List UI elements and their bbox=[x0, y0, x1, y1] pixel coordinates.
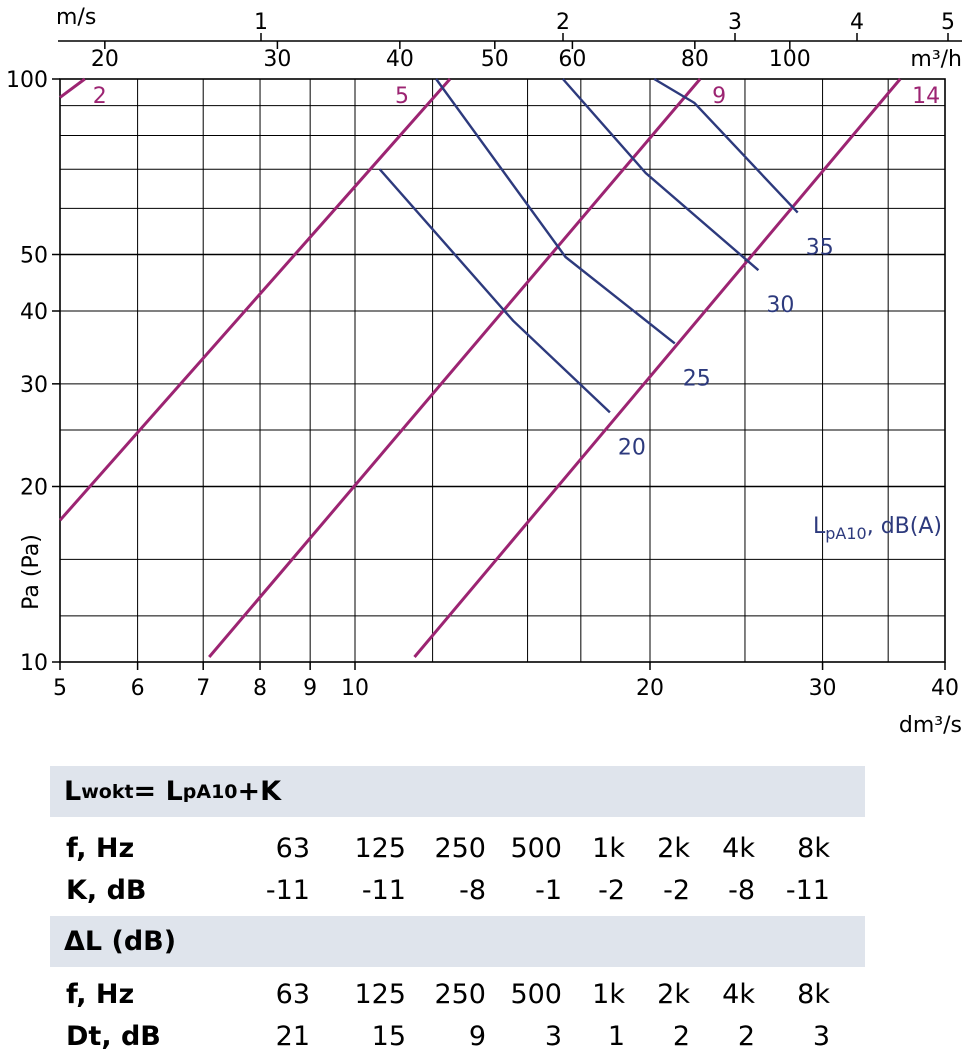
y-tick-label: 40 bbox=[20, 300, 48, 325]
y-tick-label: 10 bbox=[20, 651, 48, 676]
velocity-line bbox=[413, 78, 902, 658]
frequency-row-2: f, Hz 63 125 250 500 1k 2k 4k 8k bbox=[50, 973, 865, 1015]
dt-cell: 15 bbox=[371, 1021, 406, 1052]
dt-row: Dt, dB 21 15 9 3 1 2 2 3 bbox=[50, 1015, 865, 1057]
freq-cell: 63 bbox=[275, 833, 310, 864]
y-tick-label: 20 bbox=[20, 475, 48, 500]
velocity-line-label: 2 bbox=[93, 84, 107, 109]
sound-unit-annotation: LpA10, dB(A) bbox=[813, 514, 942, 543]
dt-cell: 9 bbox=[468, 1021, 486, 1052]
freq-cell: 500 bbox=[510, 979, 562, 1010]
flow-axis-label: m³/h bbox=[910, 47, 962, 72]
velocity-line-label: 5 bbox=[395, 84, 409, 109]
x-tick-label: 40 bbox=[931, 676, 959, 701]
freq-cell: 250 bbox=[434, 979, 486, 1010]
x-tick-label: 30 bbox=[809, 676, 837, 701]
k-cell: -2 bbox=[663, 875, 690, 906]
y-axis-label: Pa (Pa) bbox=[19, 534, 44, 610]
velocity-axis-label: m/s bbox=[56, 5, 96, 30]
freq-cell: 125 bbox=[354, 979, 406, 1010]
top-axis: 1 2 3 4 5 20 30 40 50 60 80 100 bbox=[58, 10, 962, 72]
sound-level-label: 35 bbox=[806, 236, 834, 261]
k-label: K, dB bbox=[66, 875, 147, 906]
x-tick-label: 20 bbox=[636, 676, 664, 701]
flow-tick-label: 30 bbox=[263, 47, 291, 72]
freq-cell: 1k bbox=[592, 979, 625, 1010]
k-cell: -8 bbox=[459, 875, 486, 906]
velocity-tick-label: 2 bbox=[556, 10, 570, 35]
y-tick-label: 30 bbox=[20, 373, 48, 398]
frequency-label-2: f, Hz bbox=[66, 979, 135, 1010]
freq-cell: 8k bbox=[797, 833, 830, 864]
dt-cell: 21 bbox=[275, 1021, 310, 1052]
velocity-tick-label: 3 bbox=[728, 10, 742, 35]
frequency-label: f, Hz bbox=[66, 833, 135, 864]
velocity-line bbox=[208, 78, 702, 658]
freq-cell: 125 bbox=[354, 833, 406, 864]
dt-cell: 1 bbox=[607, 1021, 625, 1052]
freq-cell: 1k bbox=[592, 833, 625, 864]
plot-frame bbox=[59, 78, 946, 663]
sound-level-line bbox=[435, 78, 676, 345]
flow-tick-label: 50 bbox=[481, 47, 509, 72]
x-tick-label: 9 bbox=[303, 676, 317, 701]
sound-level-label: 20 bbox=[618, 435, 646, 460]
x-tick-label: 7 bbox=[196, 676, 210, 701]
k-cell: -11 bbox=[361, 875, 406, 906]
x-tick-label: 10 bbox=[341, 676, 369, 701]
x-tick-label: 8 bbox=[253, 676, 267, 701]
flow-tick-label: 20 bbox=[91, 47, 119, 72]
sound-level-series: 20 25 30 35 bbox=[378, 77, 834, 460]
dt-label: Dt, dB bbox=[66, 1021, 161, 1052]
freq-cell: 2k bbox=[657, 979, 690, 1010]
sound-level-line bbox=[378, 168, 611, 414]
velocity-tick-label: 1 bbox=[254, 10, 268, 35]
flow-tick-label: 40 bbox=[386, 47, 414, 72]
flow-tick-label: 100 bbox=[769, 47, 811, 72]
k-cell: -11 bbox=[785, 875, 830, 906]
velocity-line bbox=[59, 77, 86, 99]
freq-cell: 63 bbox=[275, 979, 310, 1010]
delta-l-header: ΔL (dB) bbox=[50, 916, 865, 967]
k-cell: -1 bbox=[535, 875, 562, 906]
x-tick-label: 6 bbox=[131, 676, 145, 701]
freq-cell: 4k bbox=[722, 833, 755, 864]
frequency-row: f, Hz 63 125 250 500 1k 2k 4k 8k bbox=[50, 827, 865, 869]
velocity-tick-label: 5 bbox=[941, 10, 955, 35]
dt-cell: 3 bbox=[544, 1021, 562, 1052]
k-cell: -2 bbox=[598, 875, 625, 906]
freq-cell: 500 bbox=[510, 833, 562, 864]
axis-ticks: 5 6 7 8 9 10 20 30 40 10 20 30 40 50 100 bbox=[6, 68, 959, 701]
freq-cell: 4k bbox=[722, 979, 755, 1010]
sound-level-label: 30 bbox=[766, 293, 794, 318]
velocity-tick-label: 4 bbox=[850, 10, 864, 35]
k-cell: -8 bbox=[728, 875, 755, 906]
dt-cell: 2 bbox=[737, 1021, 755, 1052]
dt-cell: 3 bbox=[812, 1021, 830, 1052]
velocity-series: 2 5 9 14 bbox=[58, 77, 940, 658]
y-tick-label: 100 bbox=[6, 68, 48, 93]
x-axis-label: dm³/s bbox=[899, 713, 962, 738]
x-tick-label: 5 bbox=[53, 676, 67, 701]
velocity-line bbox=[58, 78, 452, 522]
k-row: K, dB -11 -11 -8 -1 -2 -2 -8 -11 bbox=[50, 869, 865, 911]
freq-cell: 250 bbox=[434, 833, 486, 864]
dt-cell: 2 bbox=[672, 1021, 690, 1052]
velocity-line-label: 14 bbox=[912, 84, 940, 109]
velocity-line-label: 9 bbox=[712, 84, 726, 109]
flow-tick-label: 80 bbox=[681, 47, 709, 72]
flow-tick-label: 60 bbox=[558, 47, 586, 72]
sound-level-label: 25 bbox=[683, 366, 711, 391]
sound-level-line bbox=[561, 78, 760, 272]
k-cell: -11 bbox=[265, 875, 310, 906]
freq-cell: 2k bbox=[657, 833, 690, 864]
sound-level-line bbox=[653, 77, 799, 214]
y-tick-label: 50 bbox=[20, 244, 48, 269]
freq-cell: 8k bbox=[797, 979, 830, 1010]
